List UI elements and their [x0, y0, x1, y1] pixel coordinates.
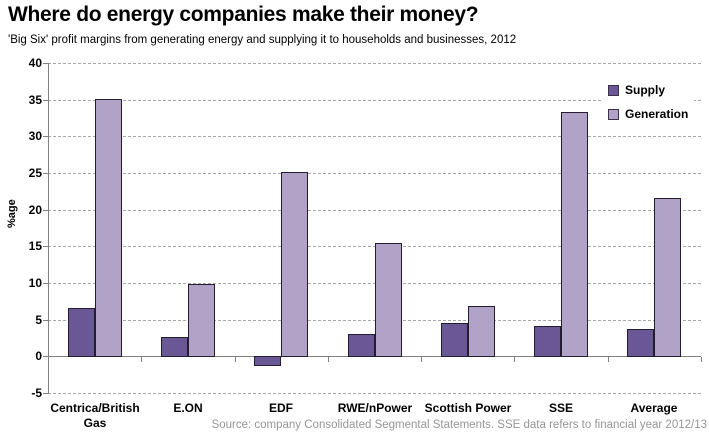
gridline	[48, 283, 701, 284]
y-axis-tick	[43, 210, 48, 211]
y-axis-line	[48, 63, 49, 394]
bar-supply-7	[627, 329, 654, 357]
bar-supply-2	[161, 337, 188, 357]
gridline	[48, 173, 701, 174]
x-axis-tick	[701, 357, 702, 362]
gridline	[48, 320, 701, 321]
y-axis-tick	[43, 100, 48, 101]
y-axis-tick	[43, 356, 48, 357]
x-axis-category-label: RWE/nPower	[337, 401, 413, 415]
y-axis-tick-label: 35	[28, 93, 42, 107]
legend-label-supply: Supply	[625, 83, 666, 97]
x-axis-tick	[48, 357, 49, 362]
gridline	[48, 393, 701, 394]
bar-supply-1	[68, 308, 95, 357]
y-axis-tick	[43, 136, 48, 137]
y-axis-tick	[43, 283, 48, 284]
bar-generation-5	[468, 306, 495, 357]
y-axis-tick	[43, 173, 48, 174]
legend-label-generation: Generation	[625, 107, 689, 121]
x-axis-category-label: EDF	[269, 401, 293, 415]
gridline	[48, 63, 701, 64]
bar-supply-5	[441, 323, 468, 357]
y-axis-tick	[43, 320, 48, 321]
bar-generation-7	[654, 198, 681, 357]
bar-supply-3	[254, 356, 281, 366]
x-axis-category-label: Average	[630, 401, 678, 415]
y-axis-tick-label: 0	[35, 349, 42, 363]
x-axis-category-label: SSE	[548, 401, 573, 415]
legend-item-generation: Generation	[608, 107, 688, 121]
y-axis-tick-label: 20	[28, 203, 42, 217]
y-axis-tick-label: 15	[28, 239, 42, 253]
chart-title: Where do energy companies make their mon…	[8, 3, 479, 26]
x-axis-category-label: E.ON	[173, 401, 203, 415]
gridline	[48, 246, 701, 247]
x-axis-tick	[421, 357, 422, 362]
gridline	[48, 210, 701, 211]
bar-generation-4	[375, 243, 402, 357]
x-axis-tick	[608, 357, 609, 362]
y-axis-tick-label: 25	[28, 166, 42, 180]
source-note: Source: company Consolidated Segmental S…	[211, 419, 707, 431]
gridline	[48, 136, 701, 137]
y-axis-tick	[43, 246, 48, 247]
bar-generation-1	[95, 99, 122, 357]
x-axis-category-label: Centrica/British Gas	[50, 401, 140, 430]
y-axis-tick-label: 10	[28, 276, 42, 290]
y-axis-tick-label: 5	[35, 313, 42, 327]
x-axis-category-label: Scottish Power	[424, 401, 512, 415]
x-axis-tick	[328, 357, 329, 362]
legend-swatch-supply-icon	[608, 84, 619, 96]
legend: Supply Generation	[602, 80, 695, 132]
bar-generation-2	[188, 284, 215, 357]
legend-swatch-generation-icon	[608, 108, 619, 120]
x-axis-tick	[514, 357, 515, 362]
y-axis-tick	[43, 393, 48, 394]
x-axis-tick	[235, 357, 236, 362]
chart-subtitle: 'Big Six' profit margins from generating…	[8, 34, 517, 46]
bar-generation-3	[281, 172, 308, 357]
bar-generation-6	[561, 112, 588, 357]
gridline	[48, 100, 701, 101]
x-axis-tick	[141, 357, 142, 362]
bar-supply-4	[348, 334, 375, 357]
legend-item-supply: Supply	[608, 83, 688, 97]
y-axis-tick-label: 40	[28, 56, 42, 70]
bar-supply-6	[534, 326, 561, 357]
y-axis-tick-label: 30	[28, 129, 42, 143]
y-axis-tick-label: -5	[31, 386, 42, 400]
y-axis-tick	[43, 63, 48, 64]
